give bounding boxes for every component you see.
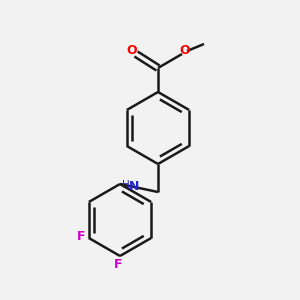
Text: N: N	[129, 179, 139, 193]
Text: H: H	[122, 180, 130, 190]
Text: O: O	[180, 44, 190, 58]
Text: F: F	[76, 230, 85, 244]
Text: O: O	[127, 44, 137, 58]
Text: F: F	[114, 257, 122, 271]
